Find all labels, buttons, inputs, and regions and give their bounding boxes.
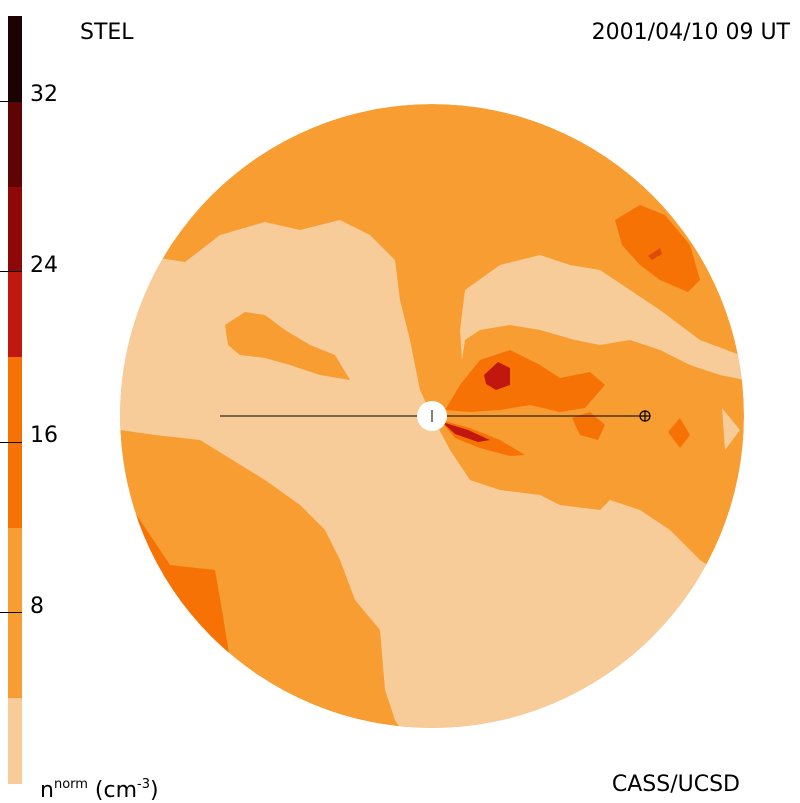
map-light-region-right <box>460 255 744 380</box>
map-streamer-inner <box>442 422 490 442</box>
colorbar-tick-8 <box>0 612 22 613</box>
colorbar-tick-16 <box>0 442 22 443</box>
unit-base: n <box>40 778 54 803</box>
map-light-spot-right <box>722 408 740 450</box>
map-dark-patch-right-2 <box>668 418 690 448</box>
colorbar-band-2 <box>8 101 22 187</box>
colorbar-segment-2 <box>8 528 22 698</box>
map-red-spot-center <box>484 362 510 390</box>
map-dark-blob-upper-right <box>615 205 700 292</box>
timestamp-label: 2001/04/10 09 UT <box>591 20 790 45</box>
colorbar-tick-32 <box>0 101 22 102</box>
colorbar-tick-24 <box>0 271 22 272</box>
unit-label: nnorm (cm-3) <box>40 774 159 802</box>
density-colorbar <box>8 16 22 784</box>
colorbar-tick-label-8: 8 <box>30 594 44 619</box>
colorbar-tick-label-24: 24 <box>30 253 58 278</box>
colorbar-band-3 <box>8 187 22 272</box>
map-dark-region-center <box>445 350 605 412</box>
colorbar-segment-1 <box>8 698 22 784</box>
colorbar-band-1 <box>8 16 22 101</box>
earth-icon <box>639 410 651 422</box>
colorbar-band-4 <box>8 272 22 357</box>
source-label: STEL <box>80 20 134 45</box>
map-dark-patch-right-1 <box>572 412 605 440</box>
colorbar-tick-label-32: 32 <box>30 82 58 107</box>
map-orange-patch-left <box>225 312 350 380</box>
map-red-spot-upper-right <box>648 248 662 260</box>
unit-close: ) <box>150 778 159 803</box>
unit-text: (cm <box>87 778 138 803</box>
credit-label: CASS/UCSD <box>611 772 740 797</box>
colorbar-tick-label-16: 16 <box>30 423 58 448</box>
unit-superscript: norm <box>53 777 88 792</box>
unit-exponent: -3 <box>137 777 151 792</box>
